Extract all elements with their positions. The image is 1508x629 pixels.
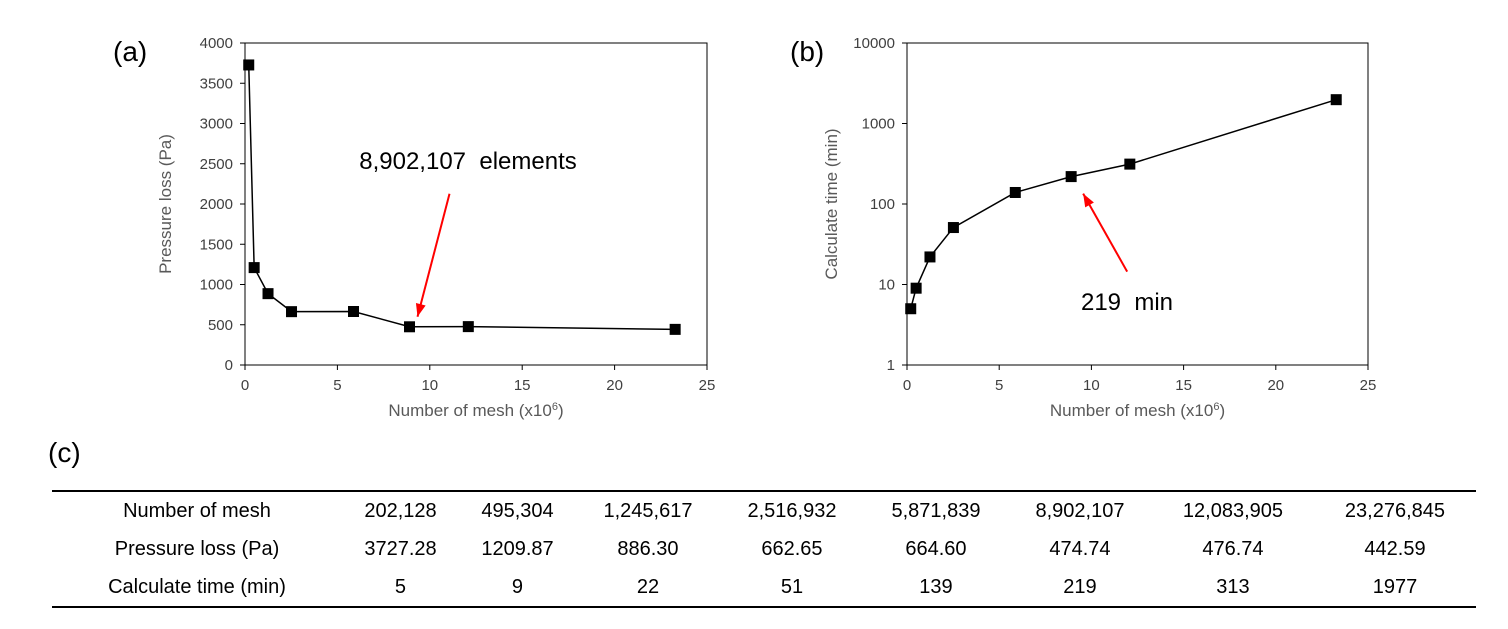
data-point [286, 306, 298, 318]
table-cell: 664.60 [905, 537, 967, 560]
table-cell: 139 [863, 568, 1008, 608]
table-cell: 5,871,839 [863, 490, 1008, 530]
table-cell: 51 [719, 568, 864, 608]
y-tick-label: 2500 [200, 156, 233, 173]
y-tick-label: 1500 [200, 236, 233, 253]
data-point [262, 288, 274, 300]
annotation-label: 8,902,107 elements [359, 148, 577, 175]
table-cell: 662.65 [761, 537, 823, 560]
x-tick-label: 20 [606, 377, 623, 394]
x-tick-label: 0 [241, 377, 249, 394]
x-axis-title: Number of mesh (x106) [388, 401, 563, 420]
x-axis-title: Number of mesh (x106) [1050, 401, 1225, 420]
table-row: Number of mesh 202,128 495,304 1,245,617 2,5… [52, 490, 1476, 530]
data-point [462, 321, 474, 333]
table-cell: 474.74 [1049, 537, 1111, 560]
table-cell: 495,304 [458, 490, 576, 530]
x-tick-label: 25 [699, 377, 716, 394]
x-tick-label: 15 [514, 377, 531, 394]
panel-label-b: (b) [790, 36, 825, 67]
row-header: Calculate time (min) [52, 568, 342, 608]
x-tick-label: 15 [1175, 377, 1192, 394]
plot-area [906, 42, 1369, 366]
x-tick-label: 25 [1360, 377, 1377, 394]
table-cell: 23,276,845 [1313, 490, 1476, 530]
data-point [669, 323, 681, 335]
data-point [348, 305, 360, 317]
x-tick-label: 5 [333, 377, 341, 394]
data-point [924, 251, 936, 263]
data-point [1009, 186, 1021, 198]
y-tick-label: 1000 [200, 277, 233, 294]
data-point [1124, 158, 1136, 170]
x-tick-label: 5 [995, 377, 1003, 394]
table-cell: 219 [1007, 568, 1152, 608]
y-tick-label: 1 [887, 357, 895, 374]
table-cell: 202,128 [342, 490, 459, 530]
row-header: Pressure loss (Pa) [114, 537, 280, 560]
table-cell: 22 [575, 568, 720, 608]
y-tick-label: 2000 [200, 196, 233, 213]
data-point [404, 321, 416, 333]
y-tick-label: 0 [225, 357, 233, 374]
panel-label-c: (c) [48, 437, 81, 468]
row-header: Number of mesh [52, 490, 342, 530]
table-row: Pressure loss (Pa) 3727.28 1209.87 886.30 66… [52, 530, 1476, 568]
table-cell: 3727.28 [364, 537, 437, 560]
data-point [947, 222, 959, 234]
table-cell: 886.30 [617, 537, 679, 560]
y-tick-label: 10000 [853, 35, 895, 52]
series-line [910, 98, 1337, 309]
x-tick-label: 0 [903, 377, 911, 394]
table-cell: 12,083,905 [1151, 490, 1314, 530]
y-axis-title: Pressure loss (Pa) [156, 134, 175, 274]
table-cell: 1977 [1313, 568, 1476, 608]
data-point [243, 59, 255, 71]
y-tick-label: 100 [870, 196, 895, 213]
table-cell: 2,516,932 [719, 490, 864, 530]
y-tick-label: 3500 [200, 75, 233, 92]
mesh-data-table: Number of mesh 202,128 495,304 1,245,617 2,5… [52, 490, 1476, 608]
data-point [1330, 94, 1342, 106]
annotation-arrowhead [1083, 193, 1094, 208]
data-point [905, 303, 917, 315]
table-cell: 1,245,617 [575, 490, 720, 530]
table-cell: 5 [342, 568, 459, 608]
y-tick-label: 3000 [200, 116, 233, 133]
y-tick-label: 500 [208, 317, 233, 334]
panel-label-a: (a) [113, 36, 148, 67]
data-point [248, 262, 260, 274]
annotation-arrowhead [415, 302, 426, 317]
y-axis-title: Calculate time (min) [822, 128, 841, 279]
x-tick-label: 20 [1267, 377, 1284, 394]
table-row: Calculate time (min) 5 9 22 51 139 219 313 1977 [52, 568, 1476, 608]
annotation-label: 219 min [1081, 289, 1173, 316]
data-point [910, 282, 922, 294]
annotation-arrow [416, 193, 451, 318]
table-cell: 313 [1151, 568, 1314, 608]
annotation-arrow [1082, 193, 1129, 273]
table-cell: 1209.87 [481, 537, 554, 560]
table-cell: 476.74 [1202, 537, 1264, 560]
y-tick-label: 10 [878, 277, 895, 294]
y-tick-label: 4000 [200, 35, 233, 52]
table-cell: 442.59 [1364, 537, 1426, 560]
x-tick-label: 10 [1083, 377, 1100, 394]
x-tick-label: 10 [421, 377, 438, 394]
table-cell: 8,902,107 [1007, 490, 1152, 530]
data-point [1065, 171, 1077, 183]
y-tick-label: 1000 [862, 116, 895, 133]
table-cell: 9 [458, 568, 576, 608]
